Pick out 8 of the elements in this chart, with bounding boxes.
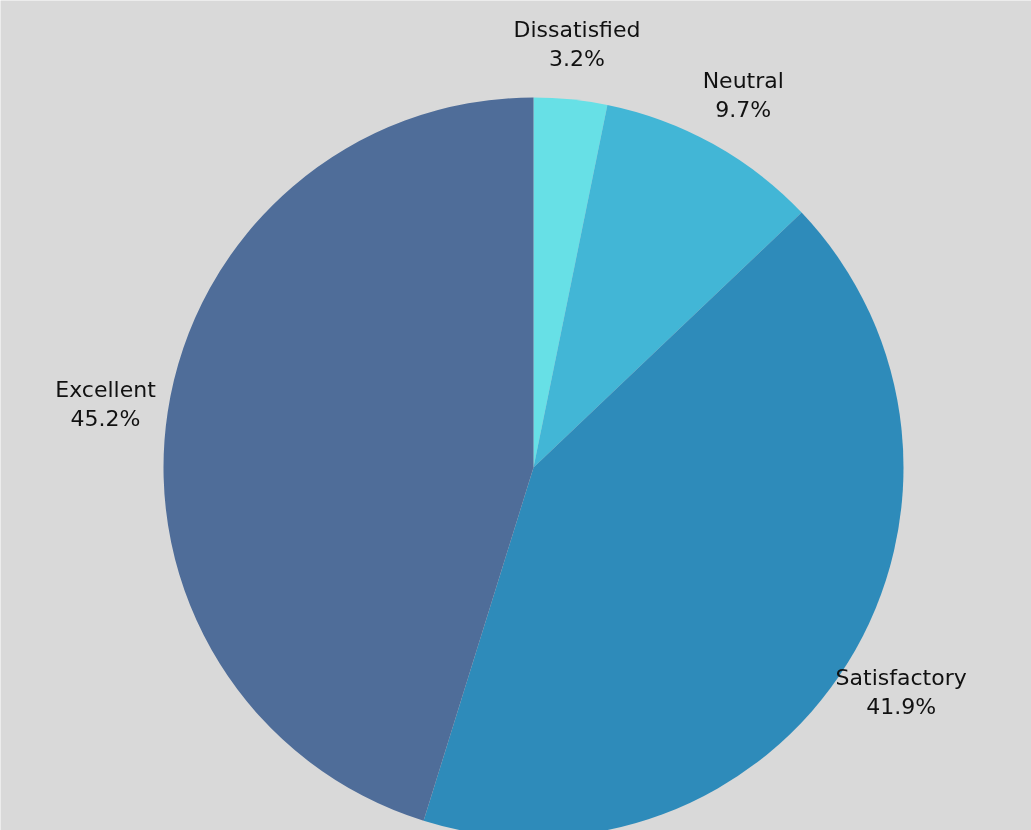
data-label: 45.2% <box>70 405 141 431</box>
data-label: 3.2% <box>549 46 605 72</box>
slice-label: Satisfactory <box>835 665 967 691</box>
data-label: 9.7% <box>715 97 772 123</box>
slice-label: Dissatisfied <box>513 17 641 43</box>
slice-label: Neutral <box>702 68 784 94</box>
slice-label: Excellent <box>55 376 157 402</box>
data-label: 41.9% <box>866 694 937 720</box>
